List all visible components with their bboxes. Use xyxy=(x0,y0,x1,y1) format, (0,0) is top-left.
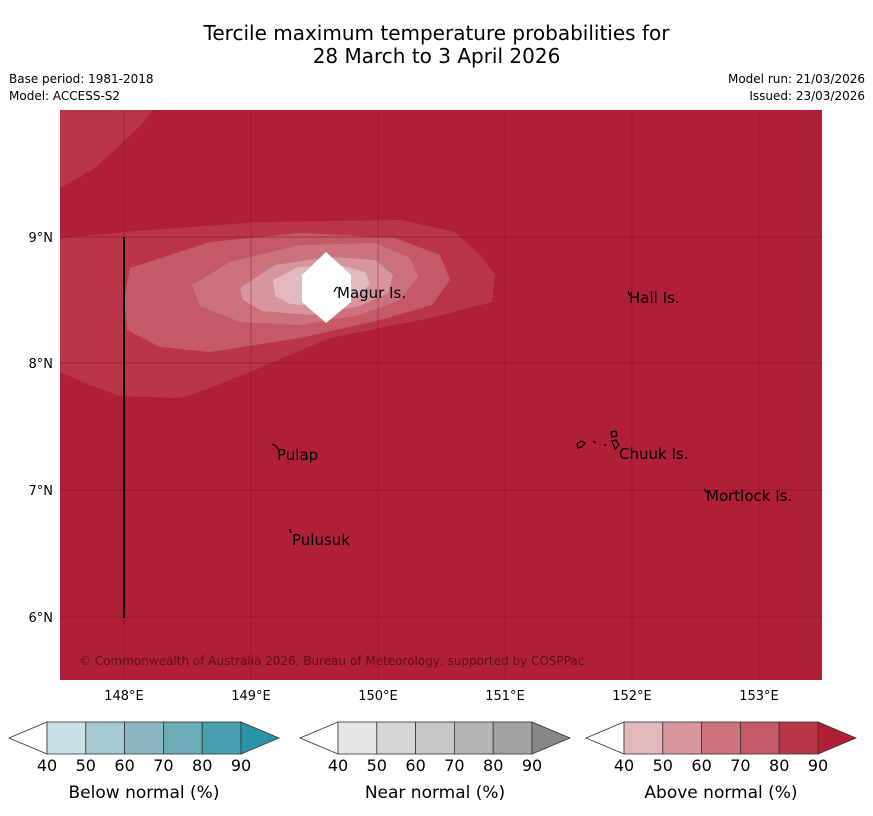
chart-title: Tercile maximum temperature probabilitie… xyxy=(0,22,873,68)
place-label: Pulap xyxy=(277,446,318,464)
longitude-label: 150°E xyxy=(358,689,398,704)
island-mortlock xyxy=(703,488,708,494)
latitude-labels: 9°N 8°N 7°N 6°N xyxy=(29,231,54,626)
longitude-label: 149°E xyxy=(231,689,271,704)
colorbar: 40 50 60 70 80 90 Below normal (%) xyxy=(7,721,281,803)
colorbar-label: Below normal (%) xyxy=(69,783,220,803)
colorbar-tick-label: 60 xyxy=(114,756,134,775)
probability-shading xyxy=(60,110,495,398)
base-period: Base period: 1981-2018 xyxy=(9,72,154,86)
latitude-label: 6°N xyxy=(29,611,54,626)
colorbar-tick-label: 80 xyxy=(192,756,212,775)
colorbar-tick-label: 90 xyxy=(808,756,828,775)
colorbar-tick-label: 70 xyxy=(444,756,464,775)
place-labels: Magur Is. Hall Is. Pulap Chuuk Is. Mortlock … xyxy=(277,284,792,549)
colorbar-label: Near normal (%) xyxy=(365,783,505,803)
place-label: Hall Is. xyxy=(629,289,680,307)
issued-date: Issued: 23/03/2026 xyxy=(749,89,865,103)
model-run: Model run: 21/03/2026 xyxy=(727,72,865,86)
place-label: Pulusuk xyxy=(292,531,350,549)
colorbar-tick-label: 50 xyxy=(76,756,96,775)
place-label: Chuuk Is. xyxy=(619,445,688,463)
latitude-label: 9°N xyxy=(29,231,54,246)
colorbar-arrow-high xyxy=(531,721,572,755)
colorbar-tick-label: 60 xyxy=(405,756,425,775)
colorbar-segment xyxy=(701,721,741,755)
colorbar: 40 50 60 70 80 90 Near normal (%) xyxy=(298,721,572,803)
colorbar-tick-label: 70 xyxy=(153,756,173,775)
colorbar-arrow-low xyxy=(584,721,625,755)
colorbar-segment xyxy=(662,721,702,755)
island-magur xyxy=(333,286,339,293)
colorbar-segment xyxy=(778,721,819,755)
latitude-label: 7°N xyxy=(29,484,54,499)
shading-level-80-northwest xyxy=(60,110,152,188)
colorbar-arrow-low xyxy=(298,721,339,755)
place-label: Magur Is. xyxy=(337,284,406,302)
colorbar-tick-label: 40 xyxy=(328,756,348,775)
colorbar: 40 50 60 70 80 90 Above normal (%) xyxy=(584,721,858,803)
colorbar-segment xyxy=(492,721,533,755)
colorbar-tick-label: 60 xyxy=(691,756,711,775)
colorbar-segment xyxy=(85,721,126,755)
colorbar-arrow-high xyxy=(817,721,858,755)
colorbar-tick-label: 40 xyxy=(614,756,634,775)
colorbar-segment xyxy=(124,721,164,755)
colorbar-tick-label: 70 xyxy=(730,756,750,775)
place-label: Mortlock Is. xyxy=(706,487,792,505)
meta-right: Model run: 21/03/2026 Issued: 23/03/2026 xyxy=(728,71,865,105)
colorbar-tick-label: 40 xyxy=(37,756,57,775)
colorbar-tick-label: 80 xyxy=(769,756,789,775)
longitude-label: 152°E xyxy=(612,689,652,704)
island-hall xyxy=(627,290,631,297)
colorbar-segment xyxy=(201,721,242,755)
longitude-label: 148°E xyxy=(104,689,144,704)
shading-below-40 xyxy=(302,252,351,323)
colorbar-legends: 40 50 60 70 80 90 Below normal (%) 40 50 60 70 80 90… xyxy=(7,721,858,803)
title-line-1: Tercile maximum temperature probabilitie… xyxy=(203,21,670,45)
colorbar-tick-label: 50 xyxy=(367,756,387,775)
meta-left: Base period: 1981-2018 Model: ACCESS-S2 xyxy=(9,71,154,105)
island-chuuk-lagoon xyxy=(576,430,620,451)
colorbar-arrow-high xyxy=(240,721,281,755)
colorbar-label: Above normal (%) xyxy=(644,783,797,803)
colorbar-segment xyxy=(623,721,664,755)
colorbar-segment xyxy=(453,721,494,755)
colorbar-segment xyxy=(415,721,455,755)
model-name: Model: ACCESS-S2 xyxy=(9,89,121,103)
island-outlines xyxy=(271,286,708,534)
colorbar-tick-label: 50 xyxy=(653,756,673,775)
colorbar-segment xyxy=(162,721,203,755)
colorbar-segment xyxy=(740,721,780,755)
colorbar-arrow-low xyxy=(7,721,48,755)
copyright-notice: © Commonwealth of Australia 2026, Bureau… xyxy=(79,654,584,668)
longitude-label: 151°E xyxy=(485,689,525,704)
colorbar-segment xyxy=(46,721,87,755)
colorbar-tick-label: 90 xyxy=(522,756,542,775)
colorbar-tick-label: 90 xyxy=(231,756,251,775)
island-pulap xyxy=(271,443,279,450)
title-line-2: 28 March to 3 April 2026 xyxy=(312,44,561,68)
longitude-labels: 148°E 149°E 150°E 151°E 152°E 153°E xyxy=(104,689,779,704)
colorbar-tick-label: 80 xyxy=(483,756,503,775)
colorbar-segment xyxy=(376,721,416,755)
island-pulusuk xyxy=(289,528,292,534)
longitude-label: 153°E xyxy=(739,689,779,704)
latitude-label: 8°N xyxy=(29,357,54,372)
colorbar-segment xyxy=(337,721,378,755)
